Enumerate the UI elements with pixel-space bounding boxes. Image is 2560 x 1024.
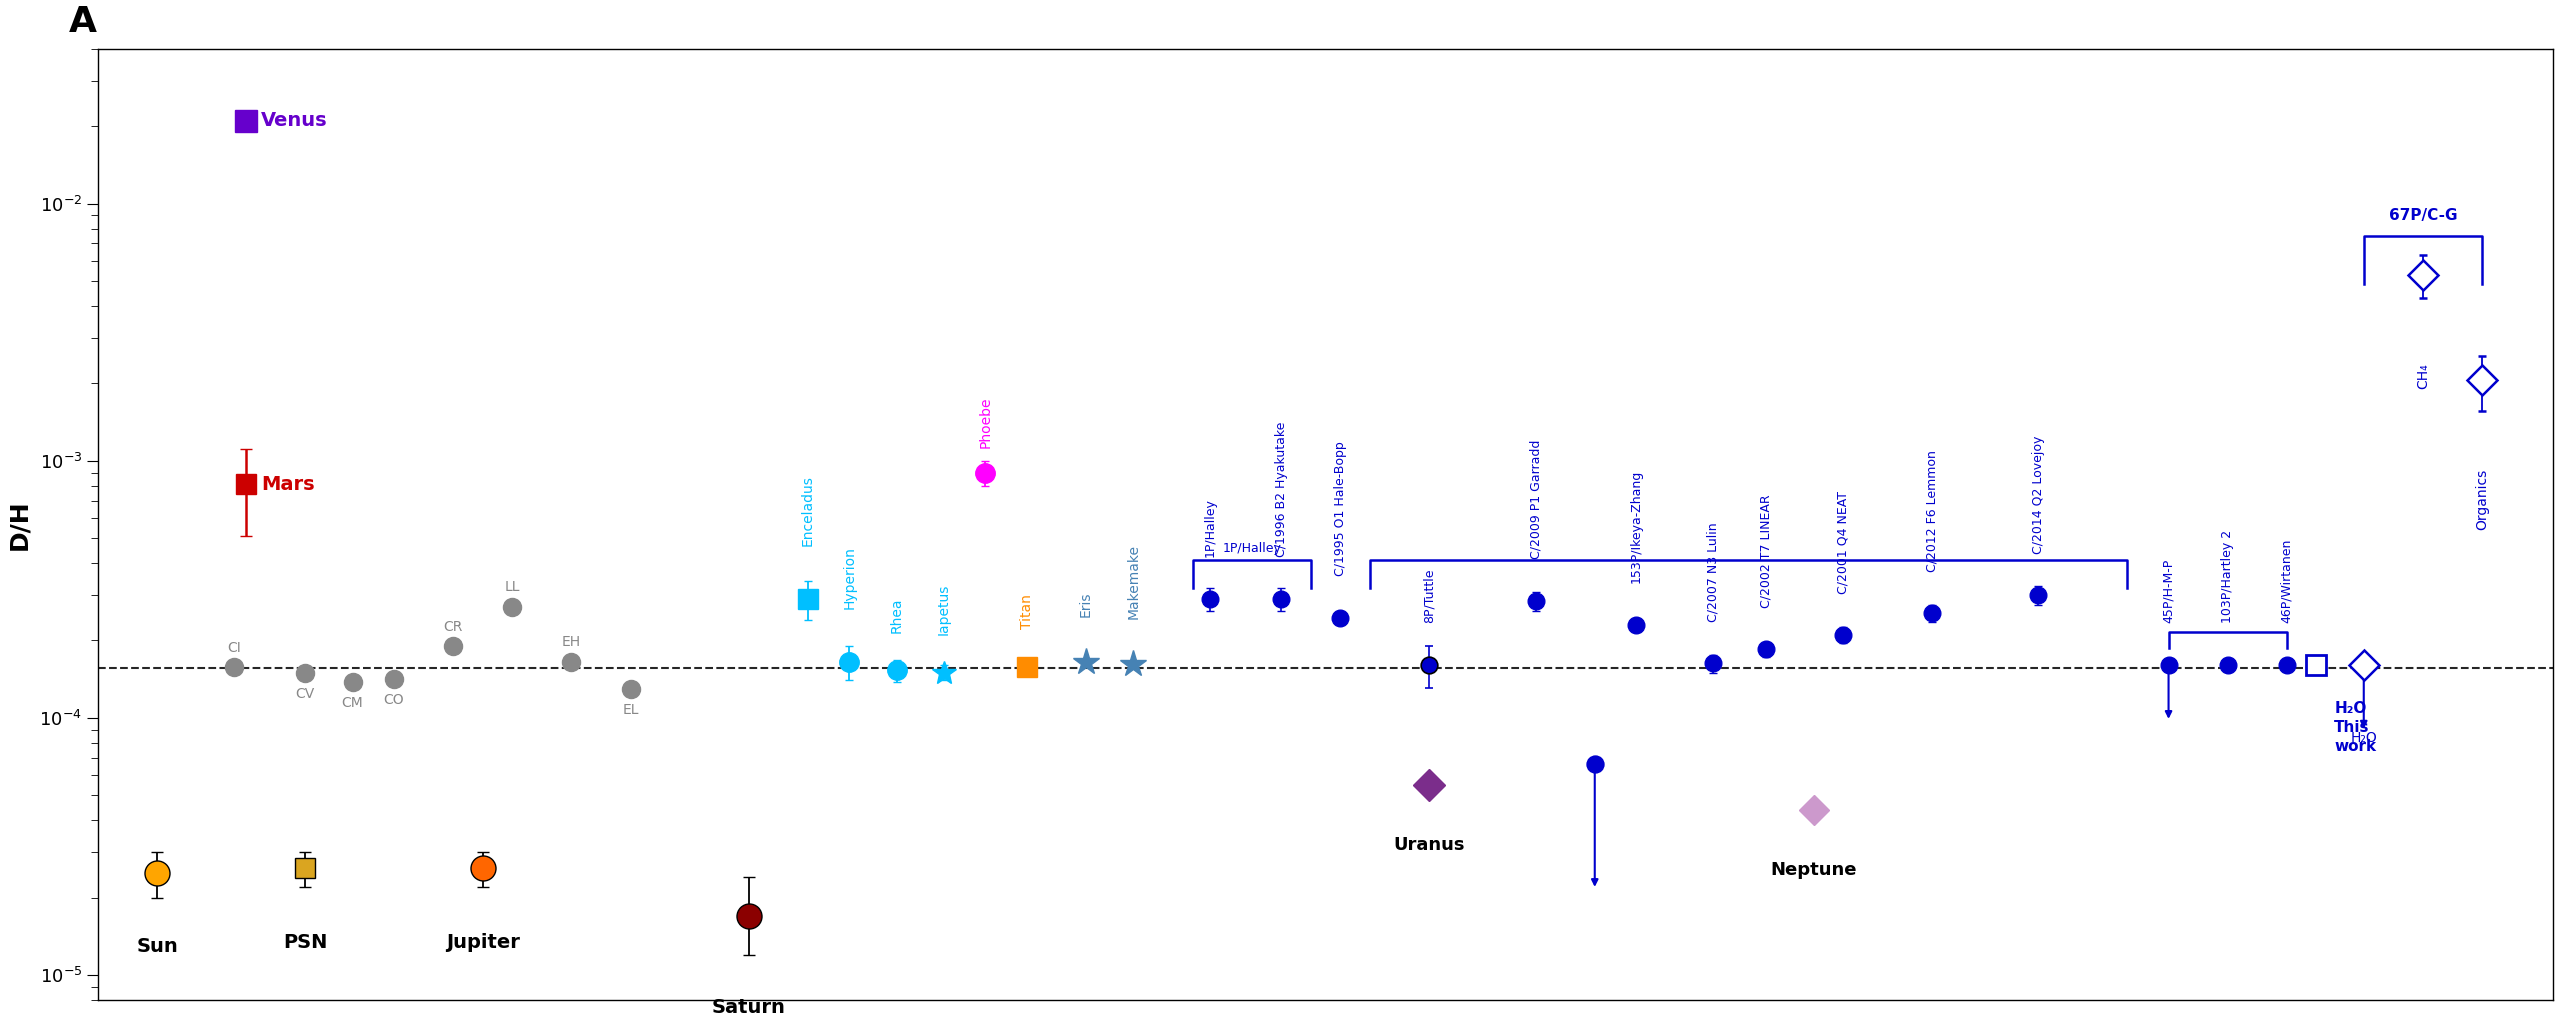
Text: Titan: Titan <box>1019 594 1034 629</box>
Text: PSN: PSN <box>284 933 328 952</box>
Text: 46P/Wirtanen: 46P/Wirtanen <box>2281 539 2294 624</box>
Text: H₂O
This
work: H₂O This work <box>2335 701 2376 754</box>
Text: CO: CO <box>384 693 404 707</box>
Text: C/2002 T7 LINEAR: C/2002 T7 LINEAR <box>1759 494 1774 607</box>
Text: 67P/C-G: 67P/C-G <box>2388 208 2458 223</box>
Text: Iapetus: Iapetus <box>937 584 952 635</box>
Text: Mars: Mars <box>261 475 315 494</box>
Text: Uranus: Uranus <box>1393 837 1464 854</box>
Text: Saturn: Saturn <box>712 997 786 1017</box>
Text: C/2012 F6 Lemmon: C/2012 F6 Lemmon <box>1925 450 1938 571</box>
Text: Jupiter: Jupiter <box>445 933 520 952</box>
Text: EH: EH <box>561 635 581 649</box>
Text: C/2007 N3 Lulin: C/2007 N3 Lulin <box>1708 522 1720 622</box>
Text: 8P/Tuttle: 8P/Tuttle <box>1423 568 1436 624</box>
Text: Makemake: Makemake <box>1126 544 1139 618</box>
Text: 103P/Hartley 2: 103P/Hartley 2 <box>2222 530 2235 624</box>
Text: Hyperion: Hyperion <box>842 547 858 609</box>
Text: 1P/Halley: 1P/Halley <box>1221 542 1280 555</box>
Text: C/1996 B2 Hyakutake: C/1996 B2 Hyakutake <box>1275 422 1288 557</box>
Text: CR: CR <box>443 620 463 634</box>
Text: C/1995 O1 Hale-Bopp: C/1995 O1 Hale-Bopp <box>1334 441 1347 577</box>
Text: 45P/H-M-P: 45P/H-M-P <box>2163 559 2176 624</box>
Text: CV: CV <box>294 687 315 700</box>
Y-axis label: D/H: D/H <box>8 499 31 550</box>
Text: Rhea: Rhea <box>891 597 904 633</box>
Text: Venus: Venus <box>261 112 328 130</box>
Text: Phoebe: Phoebe <box>978 396 993 447</box>
Text: Neptune: Neptune <box>1772 861 1856 880</box>
Text: EL: EL <box>622 702 640 717</box>
Text: C/2009 P1 Garradd: C/2009 P1 Garradd <box>1528 440 1541 559</box>
Text: 153P/Ikeya-Zhang: 153P/Ikeya-Zhang <box>1631 470 1644 584</box>
Text: Eris: Eris <box>1078 591 1093 616</box>
Text: A: A <box>69 5 97 39</box>
Text: C/2001 Q4 NEAT: C/2001 Q4 NEAT <box>1836 490 1851 594</box>
Text: Enceladus: Enceladus <box>801 475 814 547</box>
Text: H₂O: H₂O <box>2350 731 2378 745</box>
Text: CH₄: CH₄ <box>2417 364 2429 389</box>
Text: Sun: Sun <box>136 937 179 956</box>
Text: CI: CI <box>228 641 241 654</box>
Text: 1P/Halley: 1P/Halley <box>1203 499 1216 557</box>
Text: LL: LL <box>504 581 520 594</box>
Text: C/2014 Q2 Lovejoy: C/2014 Q2 Lovejoy <box>2033 435 2045 554</box>
Text: CM: CM <box>340 696 364 711</box>
Text: Organics: Organics <box>2476 469 2488 530</box>
